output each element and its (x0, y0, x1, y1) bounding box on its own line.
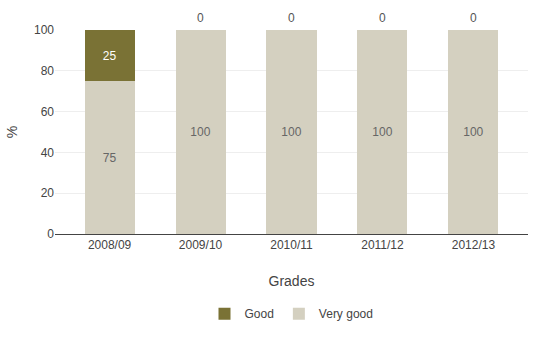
svg-text:100: 100 (463, 125, 483, 139)
svg-text:%: % (4, 126, 20, 138)
svg-text:20: 20 (41, 186, 55, 200)
svg-text:80: 80 (41, 64, 55, 78)
svg-text:2012/13: 2012/13 (452, 238, 496, 252)
svg-text:75: 75 (103, 151, 117, 165)
svg-text:100: 100 (190, 125, 210, 139)
svg-text:2011/12: 2011/12 (361, 238, 404, 252)
svg-text:60: 60 (41, 105, 55, 119)
svg-text:0: 0 (288, 11, 295, 25)
svg-text:2010/11: 2010/11 (270, 238, 313, 252)
svg-text:Good: Good (245, 307, 274, 321)
svg-text:Very good: Very good (319, 307, 373, 321)
svg-text:0: 0 (47, 227, 54, 241)
svg-text:2009/10: 2009/10 (179, 238, 223, 252)
svg-text:25: 25 (103, 49, 117, 63)
svg-text:0: 0 (470, 11, 477, 25)
svg-text:0: 0 (379, 11, 386, 25)
svg-text:0: 0 (197, 11, 204, 25)
svg-text:100: 100 (372, 125, 392, 139)
svg-text:40: 40 (41, 146, 55, 160)
svg-text:100: 100 (281, 125, 301, 139)
svg-text:2008/09: 2008/09 (88, 238, 132, 252)
svg-text:Grades: Grades (269, 273, 315, 289)
svg-text:100: 100 (34, 23, 54, 37)
